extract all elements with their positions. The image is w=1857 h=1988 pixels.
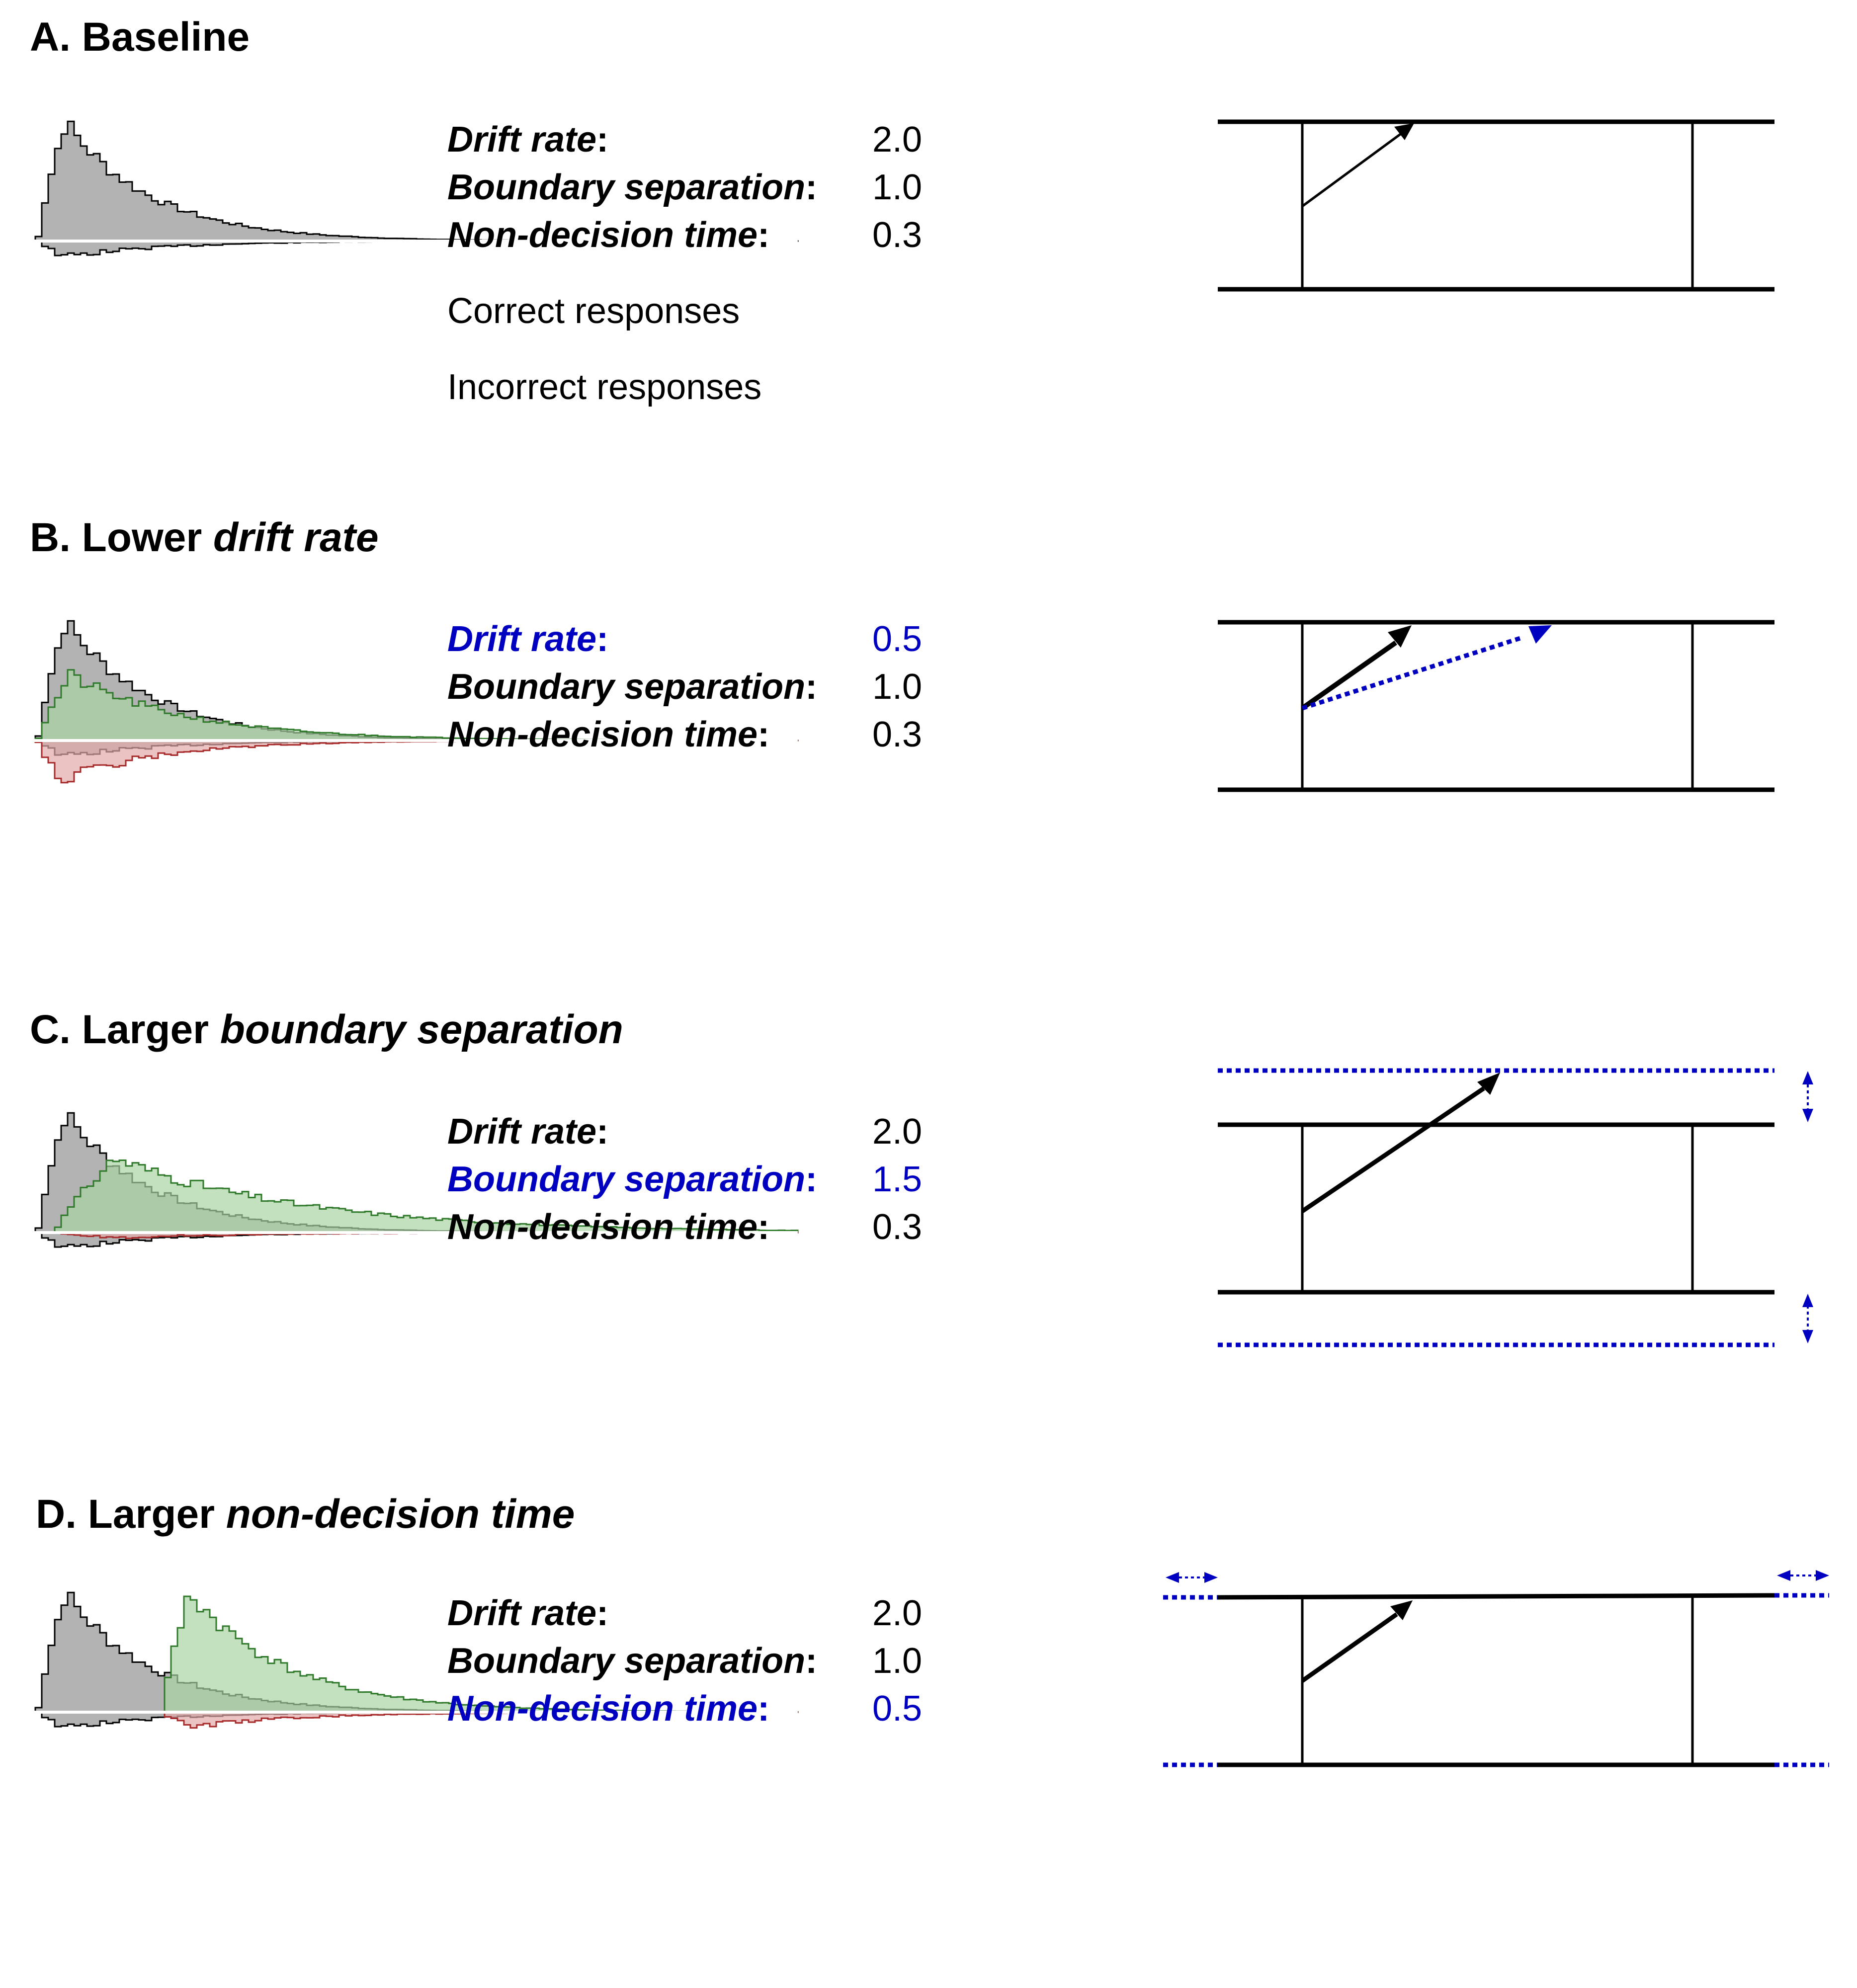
boundary-label: Boundary separation:	[447, 1160, 818, 1199]
correct-histogram	[22, 1160, 799, 1234]
drift-label: Drift rate:	[447, 120, 609, 160]
panel-c-title: C. Larger boundary separation	[30, 1007, 623, 1052]
boundary-label: Boundary separation:	[447, 1641, 818, 1681]
ndt-label: Non-decision time:	[447, 215, 770, 255]
boundary-value: 1.0	[872, 1641, 923, 1681]
correct-responses-label: Correct responses	[447, 291, 740, 331]
panel-c: C. Larger boundary separation Drift rate…	[0, 994, 1857, 1491]
lower-drift-arrow	[1301, 635, 1524, 711]
drift-value: 2.0	[872, 1593, 923, 1633]
lower-expand-arrow-icon	[1802, 1294, 1813, 1343]
ndt-label: Non-decision time:	[447, 715, 770, 754]
panel-a-histogram	[22, 120, 799, 256]
panel-a-ddm-diagram	[1218, 119, 1774, 292]
ndt-value: 0.5	[872, 1689, 923, 1729]
drift-label: Drift rate:	[447, 1593, 609, 1633]
left-shift-arrow-icon	[1166, 1572, 1218, 1583]
drift-label: Drift rate:	[447, 619, 609, 659]
figure: A. Baseline Drift rate: 2.0 Boundary sep…	[0, 0, 1857, 1767]
baseline-drift-arrowhead	[1388, 625, 1412, 648]
upper-expand-arrow-icon	[1802, 1071, 1813, 1122]
boundary-label: Boundary separation:	[447, 167, 818, 207]
ndt-value: 0.3	[872, 215, 923, 255]
baseline-drift-arrow	[1301, 640, 1397, 711]
drift-arrowhead	[1394, 123, 1414, 140]
panel-d-title: D. Larger non-decision time	[36, 1491, 575, 1537]
panel-c-ddm-diagram	[1218, 1068, 1813, 1347]
drift-arrow	[1301, 132, 1403, 208]
drift-arrowhead	[1390, 1600, 1413, 1620]
panel-b-ddm-diagram	[1218, 620, 1774, 792]
boundary-value: 1.0	[872, 667, 923, 707]
boundary-value: 1.0	[872, 167, 923, 207]
incorrect-responses-label: Incorrect responses	[447, 367, 762, 407]
panel-b-histogram	[22, 620, 799, 784]
drift-value: 2.0	[872, 120, 923, 160]
drift-arrow	[1301, 1086, 1485, 1213]
ndt-label: Non-decision time:	[447, 1207, 770, 1247]
panel-d-histogram	[22, 1591, 799, 1729]
panel-d: D. Larger non-decision time Drift rate: …	[0, 1491, 1857, 1988]
panel-d-ddm-diagram	[1163, 1570, 1829, 1767]
drift-value: 0.5	[872, 619, 923, 659]
ndt-label: Non-decision time:	[447, 1689, 770, 1729]
upper-boundary	[1217, 1593, 1775, 1600]
drift-arrow	[1301, 1612, 1398, 1683]
ndt-value: 0.3	[872, 715, 923, 754]
drift-label: Drift rate:	[447, 1112, 609, 1152]
lower-drift-arrowhead	[1528, 625, 1552, 644]
panel-c-histogram	[22, 1112, 799, 1248]
panel-a: A. Baseline Drift rate: 2.0 Boundary sep…	[0, 0, 1857, 497]
panel-b: B. Lower drift rate Drift rate: 0.5 Boun…	[0, 497, 1857, 994]
panel-b-title: B. Lower drift rate	[30, 515, 379, 560]
ndt-value: 0.3	[872, 1207, 923, 1247]
drift-value: 2.0	[872, 1112, 923, 1152]
right-shift-arrow-icon	[1777, 1570, 1829, 1581]
boundary-value: 1.5	[872, 1160, 923, 1199]
boundary-label: Boundary separation:	[447, 667, 818, 707]
panel-a-title: A. Baseline	[30, 14, 250, 60]
drift-arrowhead	[1477, 1073, 1500, 1095]
